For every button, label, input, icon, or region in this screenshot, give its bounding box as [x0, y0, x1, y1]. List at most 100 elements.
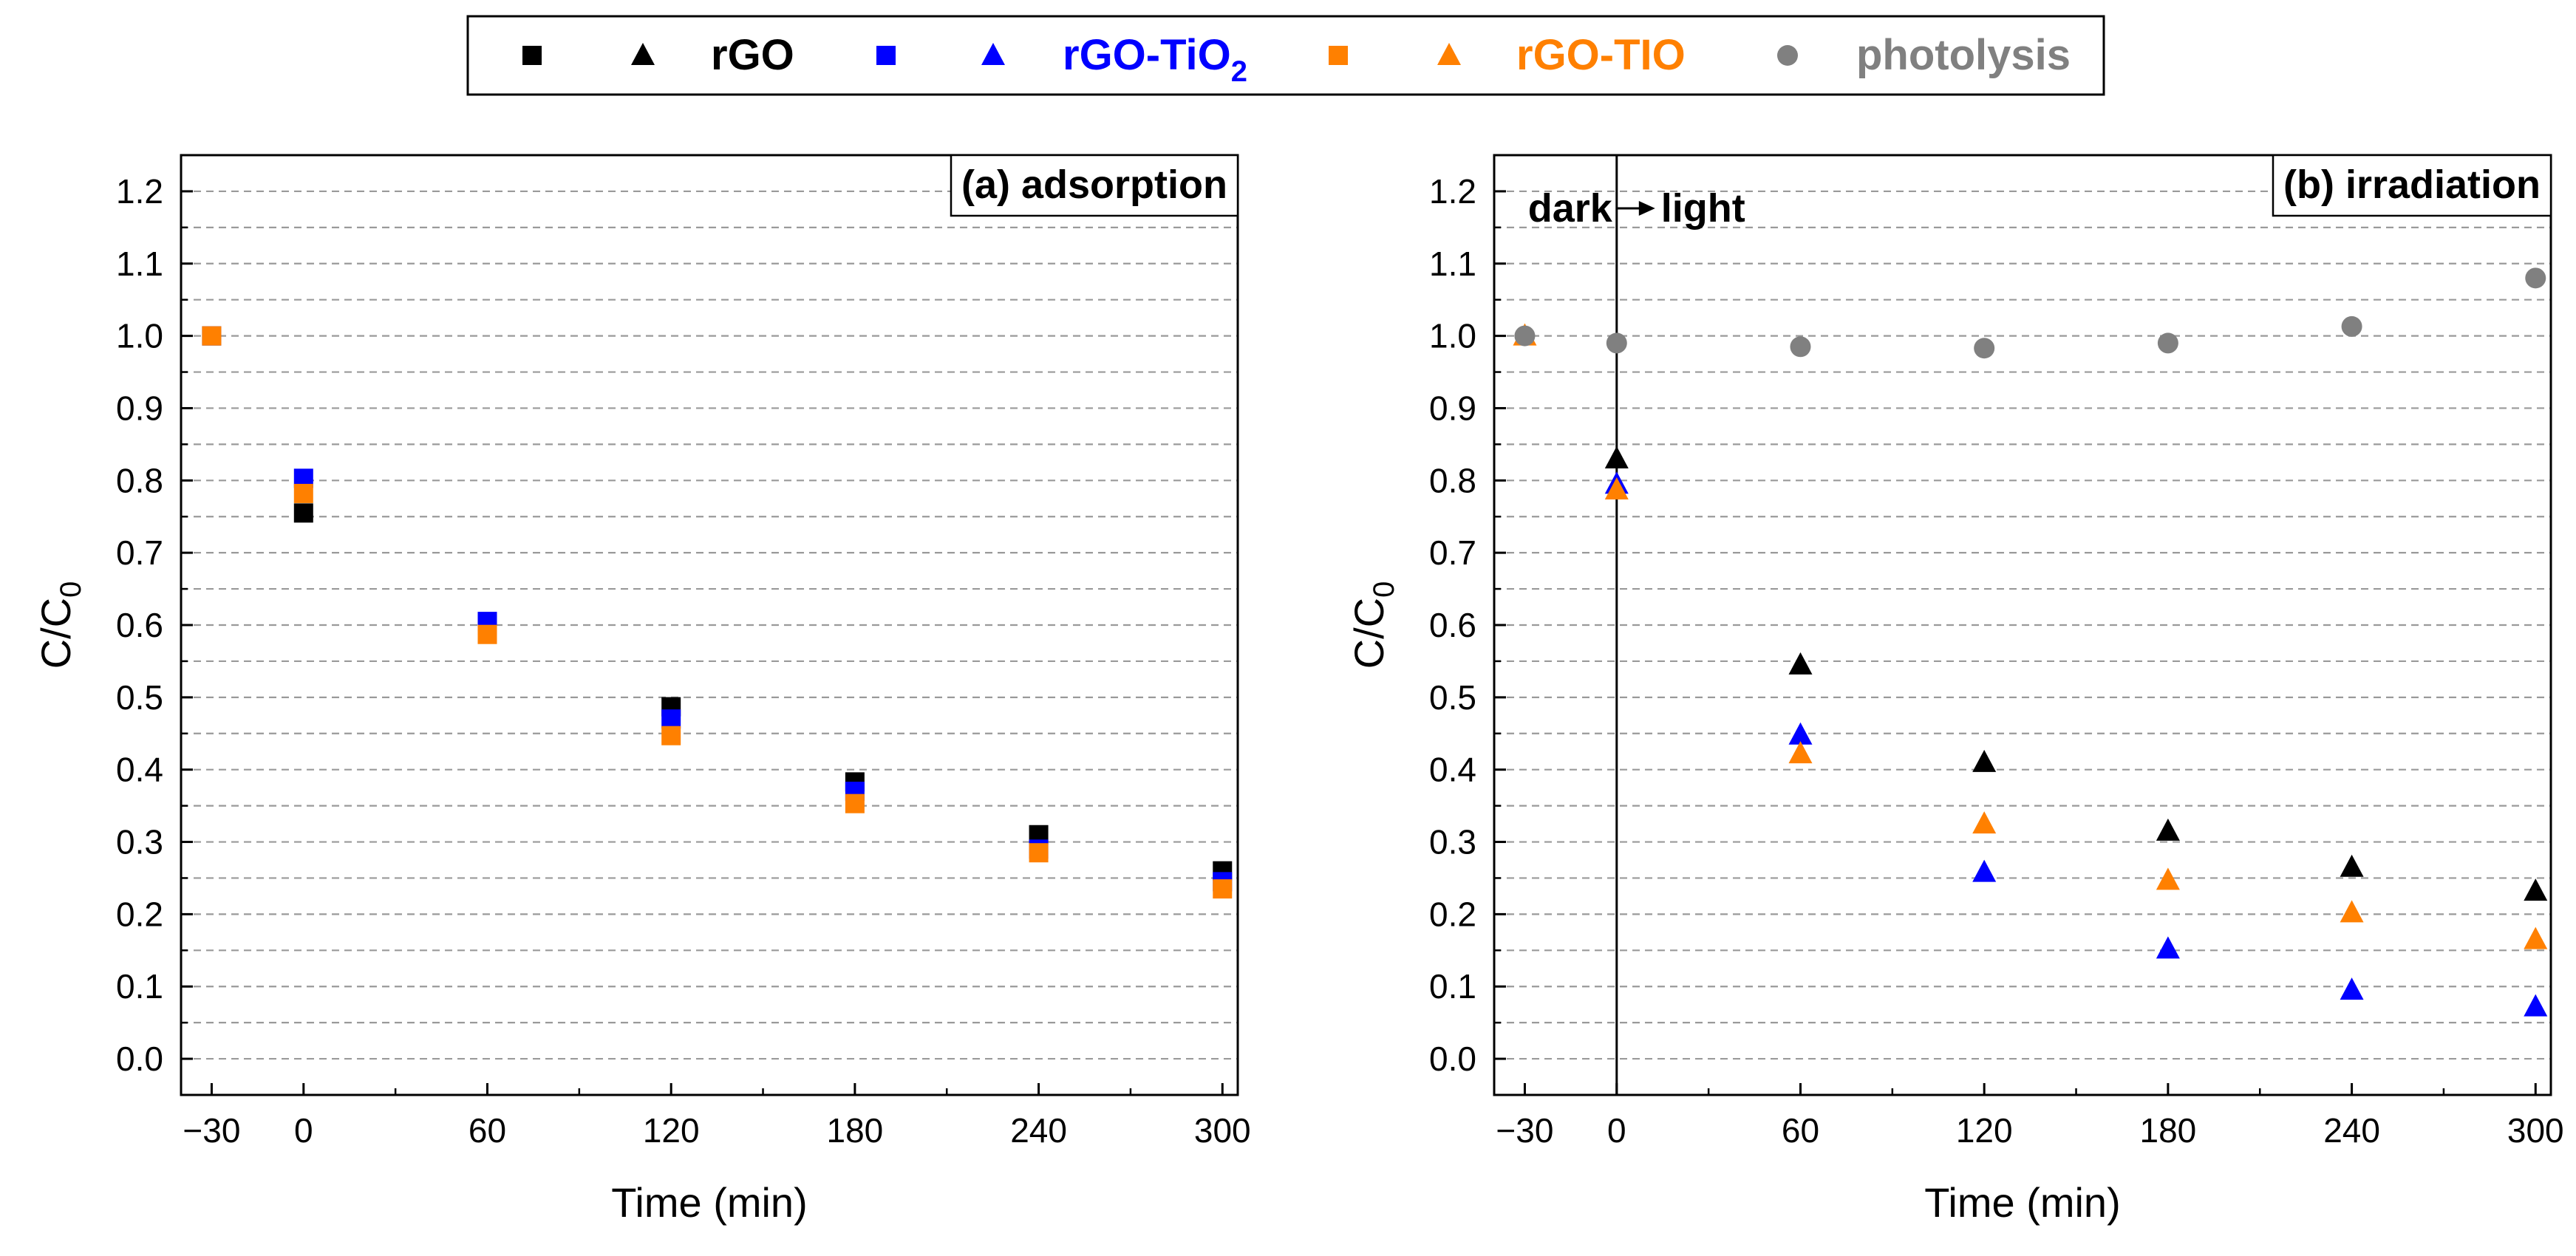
y-tick-label: 0.0	[116, 1040, 163, 1078]
annotation-light: light	[1661, 186, 1745, 231]
data-point-rgo-tio2	[2340, 977, 2364, 1000]
series-rgo-tio	[202, 326, 1233, 899]
data-point-rgo	[293, 503, 313, 523]
tick-layer: 0.0 0.1 0.2 0.3 0.4 0.5 0.6 0.7 0.8 0.9 1.0 1.1 1.2 −…	[1429, 172, 2564, 1150]
y-tick-label: 0.5	[1429, 678, 1476, 717]
legend-marker-rgo-tio-square	[1329, 46, 1348, 65]
y-tick-label: 0.8	[116, 461, 163, 499]
data-point-rgo-tio	[1972, 811, 1997, 834]
data-point-rgo-tio	[1213, 879, 1233, 899]
legend-label-rgo-tio2: rGO-TiO2	[1063, 31, 1247, 88]
data-point-rgo	[1788, 652, 1813, 675]
y-tick-label: 1.0	[1429, 317, 1476, 355]
panel-label-frame	[950, 154, 1239, 217]
data-point-rgo	[1972, 749, 1997, 772]
data-point-rgo-tio2	[1788, 722, 1813, 745]
data-layer	[202, 326, 1233, 899]
legend-label-rgo-tio2-main: rGO-TiO	[1063, 31, 1231, 79]
y-tick-label: 1.2	[116, 172, 163, 211]
legend-marker-photolysis-circle	[1777, 45, 1798, 66]
legend-marker-rgo-triangle	[631, 43, 655, 65]
data-point-photolysis	[2525, 267, 2546, 289]
x-tick-label: 300	[2507, 1111, 2564, 1150]
series-photolysis	[1514, 267, 2546, 359]
legend-label-rgo: rGO	[711, 31, 794, 79]
data-point-photolysis	[2157, 332, 2178, 354]
annotation-dark: dark	[1528, 186, 1613, 231]
data-point-rgo-tio	[845, 793, 865, 813]
x-tick-label: 120	[643, 1111, 700, 1150]
data-point-rgo-tio2	[2156, 936, 2180, 959]
legend-frame	[466, 15, 2105, 96]
panel-label: (b) irradiation	[2283, 163, 2541, 207]
x-axis-title: Time (min)	[1924, 1179, 2120, 1226]
dark-light-annotation: dark light	[1528, 186, 1745, 231]
legend-label-rgo-tio: rGO-TIO	[1516, 31, 1686, 79]
x-tick-label: 180	[827, 1111, 884, 1150]
y-tick-label: 0.8	[1429, 461, 1476, 499]
y-tick-label: 1.1	[1429, 245, 1476, 283]
y-axis-title-sub: 0	[1368, 581, 1400, 598]
data-point-rgo	[2340, 854, 2364, 877]
data-point-rgo-tio2	[1972, 859, 1997, 882]
legend-marker-rgo-tio-triangle	[1437, 43, 1461, 65]
data-point-rgo-tio	[1029, 843, 1049, 863]
tick-layer: 0.0 0.1 0.2 0.3 0.4 0.5 0.6 0.7 0.8 0.9 1.0 1.1 1.2 −…	[116, 172, 1251, 1150]
annotation-arrow-head	[1638, 201, 1655, 216]
x-tick-label: 300	[1194, 1111, 1251, 1150]
legend-label-photolysis: photolysis	[1856, 31, 2071, 79]
y-tick-label: 1.0	[116, 317, 163, 355]
data-point-rgo-tio	[1604, 477, 1629, 500]
legend-label-rgo-tio2-sub: 2	[1231, 55, 1247, 88]
y-tick-label: 0.0	[1429, 1040, 1476, 1078]
x-tick-label: 180	[2140, 1111, 2197, 1150]
data-point-rgo	[2156, 818, 2180, 841]
data-point-rgo-tio	[2340, 900, 2364, 923]
data-point-photolysis	[1790, 336, 1811, 358]
y-axis-title: C/C0	[33, 581, 87, 669]
data-point-rgo-tio	[293, 483, 313, 503]
y-tick-label: 0.1	[116, 967, 163, 1006]
y-axis-title: C/C0	[1346, 581, 1400, 669]
data-point-rgo-tio	[2156, 867, 2180, 890]
series-rgo-tio	[1513, 323, 2548, 949]
data-point-rgo-tio	[661, 726, 681, 745]
legend-marker-rgo-square	[522, 46, 542, 65]
panel-label-box: (b) irradiation	[2272, 154, 2552, 217]
y-axis-title-main: C/C	[1346, 598, 1392, 669]
y-axis-title-main: C/C	[33, 598, 79, 669]
x-tick-label: 60	[468, 1111, 506, 1150]
y-tick-label: 0.4	[116, 751, 163, 789]
data-point-photolysis	[1606, 332, 1627, 354]
y-tick-label: 0.6	[1429, 606, 1476, 644]
data-point-rgo-tio	[2524, 926, 2548, 949]
y-axis-title-sub: 0	[55, 581, 87, 598]
x-tick-label: 0	[294, 1111, 313, 1150]
plot-frame	[180, 154, 1239, 1096]
x-tick-label: −30	[1496, 1111, 1553, 1150]
data-point-rgo	[2524, 878, 2548, 901]
data-point-photolysis	[1514, 325, 1536, 347]
legend-marker-rgo-tio2-triangle	[981, 43, 1005, 65]
y-tick-label: 0.3	[116, 823, 163, 861]
y-tick-label: 0.1	[1429, 967, 1476, 1006]
data-point-rgo-tio2	[661, 709, 681, 729]
y-tick-label: 1.1	[116, 245, 163, 283]
y-tick-label: 0.2	[116, 895, 163, 933]
y-tick-label: 0.7	[1429, 533, 1476, 572]
data-point-rgo	[1604, 446, 1629, 468]
y-tick-label: 0.7	[116, 533, 163, 572]
y-tick-label: 0.3	[1429, 823, 1476, 861]
legend: rGO rGO-TiO2 rGO-TIO photolysis	[466, 15, 2105, 96]
panel-label-box: (a) adsorption	[950, 154, 1239, 217]
data-point-rgo-tio	[477, 624, 497, 644]
x-tick-label: 120	[1956, 1111, 2013, 1150]
y-tick-label: 0.4	[1429, 751, 1476, 789]
grid-layer	[181, 190, 1238, 1060]
panel-irradiation: 0.0 0.1 0.2 0.3 0.4 0.5 0.6 0.7 0.8 0.9 1.0 1.1 1.2 −…	[1346, 154, 2564, 1226]
y-tick-label: 0.9	[1429, 389, 1476, 427]
y-tick-label: 1.2	[1429, 172, 1476, 211]
plot-frame	[1493, 154, 2552, 1096]
data-point-photolysis	[1974, 338, 1995, 359]
